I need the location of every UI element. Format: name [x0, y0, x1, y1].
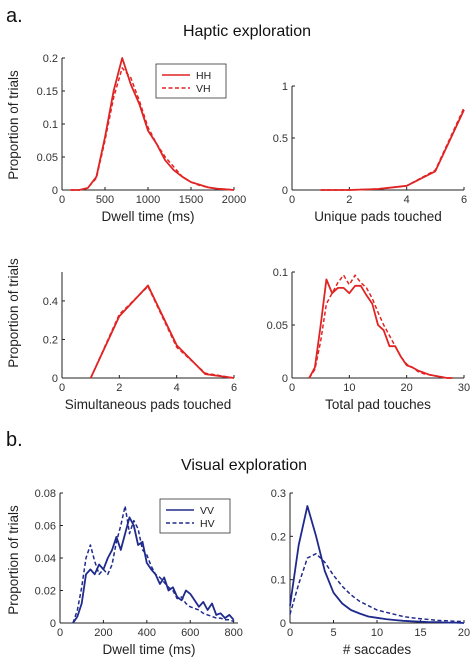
- legend-label-hv: HV: [200, 518, 215, 530]
- x-tick-label: 2000: [222, 194, 246, 206]
- y-tick-label: 0: [282, 373, 288, 385]
- legend-box: [159, 498, 231, 534]
- x-axis-label: Unique pads touched: [314, 209, 442, 224]
- y-tick-label: 0.1: [273, 267, 288, 279]
- series-line-vv: [72, 516, 235, 624]
- x-tick-label: 600: [181, 627, 199, 639]
- y-tick-label: 0: [52, 185, 58, 197]
- y-tick-label: 0.05: [267, 320, 288, 332]
- series-line-hv: [289, 552, 465, 623]
- x-tick-label: 10: [371, 627, 383, 639]
- legend-label-hh: HH: [196, 70, 211, 82]
- ylabel-row2: Proportion of trials: [6, 258, 21, 368]
- y-tick-label: 0.06: [35, 521, 56, 533]
- legend-label-vv: VV: [200, 505, 214, 517]
- x-tick-label: 15: [414, 627, 426, 639]
- series-line-hh: [89, 284, 235, 379]
- y-tick-label: 1: [282, 81, 288, 93]
- x-axis-label: Simultaneous pads touched: [65, 397, 232, 412]
- x-tick-label: 0: [57, 627, 63, 639]
- y-tick-label: 0.5: [273, 133, 288, 145]
- chart-haptic-simultaneous: 0 2 4 6 0 0.2 0.4 Simultaneous pads touched: [43, 272, 237, 412]
- y-tick-label: 0: [52, 373, 58, 385]
- y-tick-label: 0.1: [271, 575, 286, 587]
- y-tick-label: 0.1: [43, 119, 58, 131]
- y-tick-label: 0.02: [35, 586, 56, 598]
- y-tick-label: 0: [282, 185, 288, 197]
- x-tick-label: 0: [59, 194, 65, 206]
- series-line-hh: [70, 57, 235, 191]
- y-tick-label: 0.15: [37, 86, 58, 98]
- panel-letter-a: a.: [6, 5, 23, 27]
- y-tick-label: 0.04: [35, 553, 56, 565]
- x-tick-label: 0: [289, 382, 295, 394]
- x-tick-label: 2: [116, 382, 122, 394]
- chart-haptic-total: 0 10 20 30 0 0.05 0.1 Total pad touches: [267, 267, 471, 412]
- x-tick-label: 6: [231, 382, 237, 394]
- chart-visual-saccades: 0 5 10 15 20 0 0.1 0.2 0.3 # saccades: [271, 488, 470, 657]
- legend-box: [155, 63, 227, 99]
- series-line-vh: [308, 274, 453, 379]
- x-tick-label: 800: [224, 627, 242, 639]
- chart-haptic-dwell: 0 500 1000 1500 2000 0 0.05 0.1 0.15 0.2 Dwell tim…: [37, 53, 247, 224]
- x-tick-label: 2: [346, 194, 352, 206]
- y-tick-label: 0.08: [35, 488, 56, 500]
- series-line-vh: [320, 107, 465, 191]
- y-tick-label: 0.05: [37, 152, 58, 164]
- y-tick-label: 0: [50, 618, 56, 630]
- x-tick-label: 10: [343, 382, 355, 394]
- x-tick-label: 5: [330, 627, 336, 639]
- panel-letter-b: b.: [6, 429, 23, 451]
- x-tick-label: 0: [59, 382, 65, 394]
- x-tick-label: 4: [404, 194, 410, 206]
- y-tick-label: 0.2: [43, 53, 58, 65]
- x-axis-label: # saccades: [343, 642, 412, 657]
- x-axis-label: Dwell time (ms): [102, 209, 195, 224]
- x-tick-label: 500: [96, 194, 114, 206]
- y-tick-label: 0.2: [43, 334, 58, 346]
- x-tick-label: 200: [94, 627, 112, 639]
- x-axis-label: Dwell time (ms): [103, 642, 196, 657]
- x-tick-label: 0: [289, 194, 295, 206]
- x-tick-label: 1500: [179, 194, 203, 206]
- x-tick-label: 400: [138, 627, 156, 639]
- chart-visual-dwell: 0 200 400 600 800 0 0.02 0.04 0.06 0.08 Dwell time…: [35, 488, 243, 657]
- ylabel-row3: Proportion of trials: [6, 505, 21, 615]
- x-tick-label: 4: [174, 382, 180, 394]
- series-line-hv: [72, 505, 234, 624]
- y-tick-label: 0.4: [43, 296, 58, 308]
- series-line-vh: [90, 285, 235, 379]
- legend-label-vh: VH: [196, 83, 211, 95]
- x-tick-label: 0: [287, 627, 293, 639]
- chart-haptic-unique: 0 2 4 6 0 0.5 1 Unique pads touched: [273, 81, 467, 224]
- x-axis-label: Total pad touches: [325, 397, 431, 412]
- x-tick-label: 20: [401, 382, 413, 394]
- y-tick-label: 0.2: [271, 531, 286, 543]
- series-line-vv: [289, 505, 465, 624]
- series-line-hh: [320, 109, 465, 191]
- y-tick-label: 0: [280, 618, 286, 630]
- section-b-heading: Visual exploration: [181, 457, 307, 474]
- ylabel-row1: Proportion of trials: [6, 70, 21, 180]
- x-tick-label: 30: [458, 382, 470, 394]
- x-tick-label: 20: [458, 627, 470, 639]
- series-line-hh: [308, 278, 453, 379]
- x-tick-label: 1000: [136, 194, 160, 206]
- section-a-heading: Haptic exploration: [183, 23, 311, 40]
- x-tick-label: 6: [461, 194, 467, 206]
- y-tick-label: 0.3: [271, 488, 286, 500]
